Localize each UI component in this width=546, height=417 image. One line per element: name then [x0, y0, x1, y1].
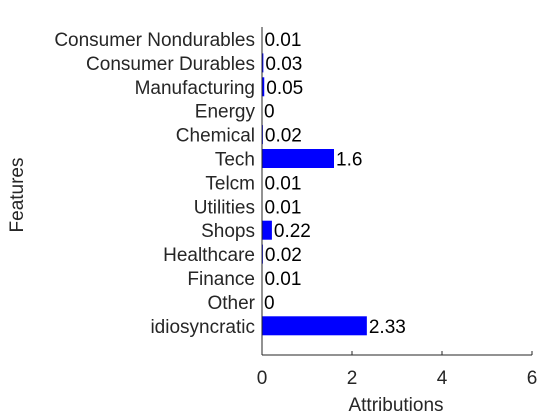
value-label: 0.03 — [265, 54, 302, 75]
category-label: Energy — [195, 102, 256, 123]
value-label: 0.05 — [266, 78, 303, 99]
x-tick-label: 4 — [437, 368, 448, 389]
category-label: Chemical — [176, 126, 255, 147]
category-label: Healthcare — [163, 245, 255, 266]
bars-group — [262, 29, 367, 336]
value-label: 2.33 — [369, 317, 406, 338]
value-label: 0.02 — [265, 245, 302, 266]
value-label: 0.02 — [265, 126, 302, 147]
x-tick-label: 2 — [347, 368, 358, 389]
category-label: Manufacturing — [135, 78, 255, 99]
value-label: 0.22 — [274, 221, 311, 242]
category-label: Consumer Nondurables — [54, 30, 255, 51]
category-label: Other — [207, 293, 255, 314]
bar — [262, 220, 272, 240]
value-label: 0.01 — [264, 269, 301, 290]
value-label: 0 — [264, 102, 275, 123]
x-axis-title: Attributions — [348, 395, 443, 416]
category-label: Finance — [187, 269, 255, 290]
value-label: 1.6 — [336, 150, 362, 171]
bar — [262, 77, 265, 97]
category-label: Tech — [215, 150, 255, 171]
x-ticks-group: 0 2 4 6 — [257, 351, 538, 389]
category-label: Utilities — [194, 197, 255, 218]
bar — [262, 149, 334, 168]
bar — [262, 316, 367, 336]
value-label: 0.01 — [264, 173, 301, 194]
value-labels-group: 0.01 0.03 0.05 0 0.02 1.6 0.01 0.01 0.22 0.02 0.01… — [264, 30, 406, 338]
value-label: 0.01 — [264, 197, 301, 218]
value-label: 0 — [264, 293, 275, 314]
category-label: idiosyncratic — [150, 317, 255, 338]
bar — [262, 53, 264, 73]
x-tick-label: 0 — [257, 368, 268, 389]
category-label: Shops — [201, 221, 255, 242]
category-labels-group: Consumer Nondurables Consumer Durables Man… — [54, 30, 255, 338]
category-label: Telcm — [205, 173, 255, 194]
y-axis-title: Features — [7, 158, 28, 233]
category-label: Consumer Durables — [86, 54, 255, 75]
value-label: 0.01 — [264, 30, 301, 51]
x-tick-label: 6 — [527, 368, 538, 389]
